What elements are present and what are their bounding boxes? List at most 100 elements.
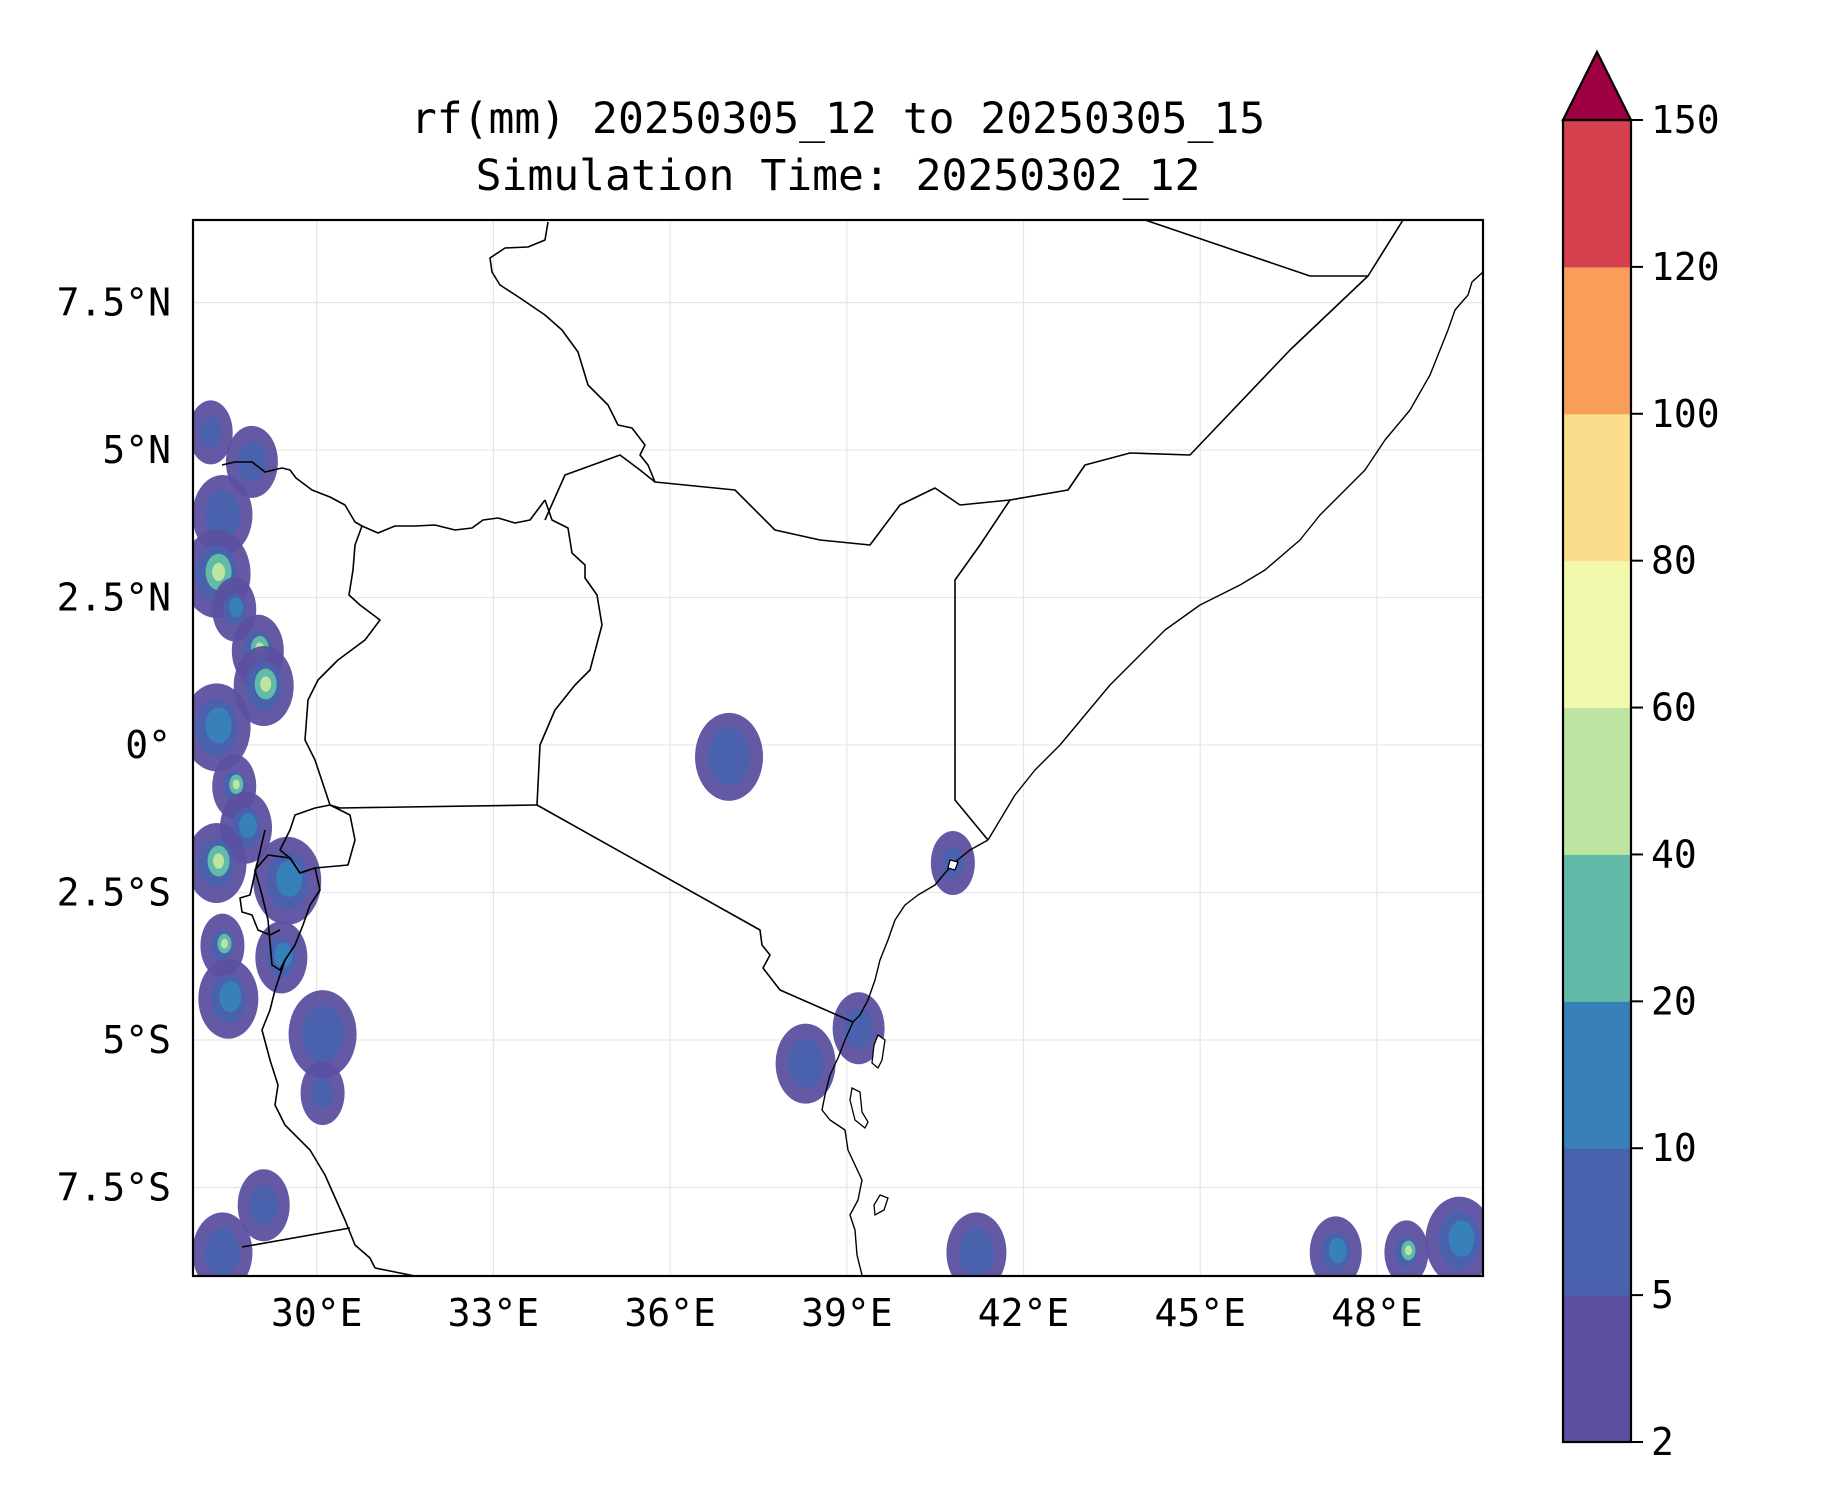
map-frame bbox=[191, 218, 1485, 1278]
lon-tick-label: 33°E bbox=[448, 1291, 540, 1335]
map-background bbox=[193, 220, 1483, 1276]
rain-cell bbox=[300, 1061, 345, 1126]
rain-contour-inner bbox=[1448, 1220, 1475, 1257]
border-ethiopia-somalia-north bbox=[1144, 220, 1404, 277]
rain-contour-mid bbox=[958, 1228, 995, 1276]
lat-tick-label: 7.5°S bbox=[57, 1166, 171, 1210]
lat-tick-label: 2.5°S bbox=[57, 871, 171, 915]
lon-tick-label: 36°E bbox=[624, 1291, 716, 1335]
lon-tick-label: 39°E bbox=[801, 1291, 893, 1335]
border-ethiopia-somalia bbox=[1009, 275, 1369, 501]
rain-contour-inner bbox=[229, 597, 244, 618]
rain-contour-inner bbox=[276, 860, 303, 897]
colorbar-segment bbox=[1563, 1148, 1631, 1296]
border-uganda-kenya bbox=[536, 499, 603, 806]
colorbar-tick-label: 80 bbox=[1651, 539, 1697, 583]
lat-tick-label: 2.5°N bbox=[57, 576, 171, 620]
colorbar: 2 5 10 20 40 60 80 100 120 150 bbox=[1561, 49, 1720, 1464]
rain-cell bbox=[193, 400, 233, 465]
rain-contour-inner bbox=[219, 981, 242, 1013]
rain-cell bbox=[193, 1212, 253, 1276]
rain-cell bbox=[233, 646, 294, 727]
rain-contour-mid bbox=[708, 728, 750, 786]
colorbar-extend-arrow bbox=[1561, 49, 1633, 122]
colorbar-tick-label: 5 bbox=[1651, 1273, 1674, 1317]
rain-contour-core bbox=[232, 779, 240, 790]
colorbar-segment bbox=[1563, 854, 1631, 1002]
rain-cell bbox=[832, 992, 885, 1065]
rain-cell bbox=[193, 823, 247, 904]
island-zanzibar bbox=[849, 1087, 869, 1130]
rain-cell bbox=[775, 1023, 836, 1104]
rain-contour-core bbox=[220, 938, 228, 949]
rain-contour-mid bbox=[204, 1228, 241, 1276]
longitude-tick-labels: 30°E 33°E 36°E 39°E 42°E 45°E 48°E bbox=[271, 1291, 1423, 1335]
lon-tick-label: 30°E bbox=[271, 1291, 363, 1335]
lat-tick-label: 5°S bbox=[102, 1018, 171, 1062]
rain-contour-core bbox=[213, 853, 225, 869]
coastlines-and-borders bbox=[221, 220, 1483, 1276]
colorbar-segment bbox=[1563, 1295, 1631, 1443]
map-subtitle: Simulation Time: 20250302_12 bbox=[476, 151, 1201, 201]
island-mafia bbox=[873, 1194, 889, 1217]
rain-contour-mid bbox=[844, 1008, 874, 1049]
colorbar-tick-label: 100 bbox=[1651, 392, 1720, 436]
border-south-sudan-uganda bbox=[221, 461, 546, 534]
border-kenya-somalia bbox=[954, 499, 1011, 841]
rain-cell bbox=[288, 990, 357, 1079]
colorbar-frame bbox=[1561, 118, 1633, 1444]
island-pemba bbox=[871, 1033, 886, 1070]
rain-cell bbox=[1425, 1196, 1483, 1276]
rain-contour-core bbox=[260, 676, 272, 692]
rain-contour-mid bbox=[311, 1077, 334, 1109]
map-title: rf(mm) 20250305_12 to 20250305_15 bbox=[411, 94, 1265, 144]
rain-contour-inner bbox=[239, 813, 258, 839]
colorbar-segment bbox=[1563, 1001, 1631, 1149]
border-kenya-ethiopia bbox=[544, 454, 1011, 546]
rain-contour-inner bbox=[274, 942, 293, 969]
rain-contour-inner bbox=[205, 707, 232, 744]
colorbar-tick-label: 150 bbox=[1651, 98, 1720, 142]
colorbar-tick-label: 2 bbox=[1651, 1420, 1674, 1464]
colorbar-segment bbox=[1563, 413, 1631, 562]
colorbar-tick-label: 40 bbox=[1651, 832, 1697, 876]
rain-contour-mid bbox=[204, 490, 241, 540]
coastline-somalia bbox=[987, 271, 1483, 841]
rain-cell bbox=[946, 1212, 1007, 1276]
rain-contour-mid bbox=[301, 1005, 344, 1063]
colorbar-tick-label: 60 bbox=[1651, 686, 1697, 730]
rain-contour-mid bbox=[788, 1039, 824, 1088]
lon-tick-label: 42°E bbox=[978, 1291, 1070, 1335]
map-panel bbox=[191, 218, 1485, 1278]
rain-cell bbox=[193, 683, 251, 772]
colorbar-segment bbox=[1563, 707, 1631, 855]
colorbar-segment bbox=[1563, 120, 1631, 268]
colorbar-segments bbox=[1563, 120, 1631, 1443]
rain-contour-inner bbox=[1328, 1237, 1347, 1264]
lon-tick-label: 45°E bbox=[1155, 1291, 1247, 1335]
island-lamu bbox=[947, 859, 959, 871]
rain-contour-core bbox=[1404, 1245, 1412, 1256]
colorbar-tick-label: 10 bbox=[1651, 1126, 1697, 1170]
lon-tick-label: 48°E bbox=[1331, 1291, 1423, 1335]
rainfall-layer bbox=[193, 400, 1483, 1276]
colorbar-tick-labels: 2 5 10 20 40 60 80 100 120 150 bbox=[1631, 98, 1720, 1464]
border-uganda-drc bbox=[304, 525, 381, 806]
rain-cell bbox=[1309, 1216, 1362, 1276]
colorbar-segment bbox=[1563, 560, 1631, 709]
border-south-sudan-ethiopia bbox=[489, 221, 656, 483]
coastline-kenya-tanzania bbox=[821, 839, 989, 1276]
rain-cell bbox=[255, 921, 308, 994]
colorbar-segment bbox=[1563, 266, 1631, 415]
rain-cell bbox=[1384, 1220, 1429, 1276]
colorbar-tick-label: 120 bbox=[1651, 245, 1720, 289]
lat-tick-label: 0° bbox=[125, 723, 171, 767]
rain-cell bbox=[253, 836, 322, 925]
lat-tick-label: 5°N bbox=[102, 428, 171, 472]
rain-contour-core bbox=[212, 562, 226, 582]
border-lake-malawi bbox=[374, 1267, 416, 1276]
border-kenya-tanzania bbox=[536, 804, 854, 1023]
rain-contour-mid bbox=[199, 416, 222, 448]
latitude-tick-labels: 7.5°N 5°N 2.5°N 0° 2.5°S 5°S 7.5°S bbox=[57, 281, 171, 1210]
